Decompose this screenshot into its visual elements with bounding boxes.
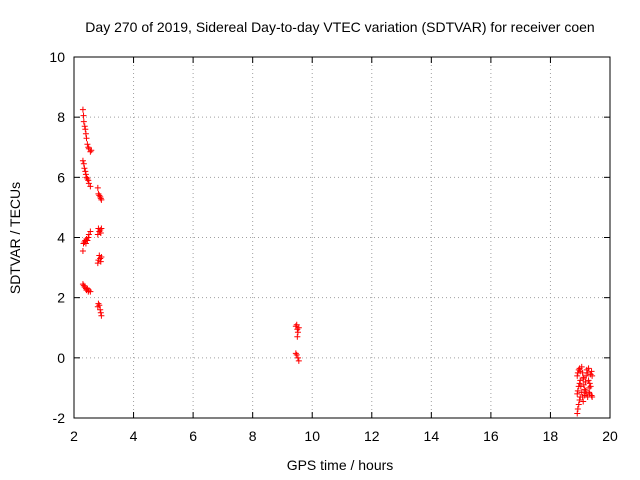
data-point: [80, 160, 87, 167]
y-tick-label: 10: [49, 49, 65, 65]
data-point: [83, 135, 90, 142]
data-point: [574, 387, 581, 394]
chart-title: Day 270 of 2019, Sidereal Day-to-day VTE…: [85, 19, 594, 35]
data-point: [585, 365, 592, 372]
data-point: [79, 157, 86, 164]
data-point: [589, 393, 596, 400]
data-point: [587, 383, 594, 390]
data-point: [574, 405, 581, 412]
data-point: [579, 369, 586, 376]
data-point: [589, 372, 596, 379]
data-point: [294, 329, 301, 336]
x-tick-label: 10: [304, 428, 320, 444]
x-tick-label: 6: [189, 428, 197, 444]
data-point: [81, 123, 88, 130]
data-point: [577, 383, 584, 390]
data-point: [586, 390, 593, 397]
data-point: [94, 184, 101, 191]
data-point: [81, 165, 88, 172]
y-tick-label: -2: [53, 410, 66, 426]
y-tick-label: 4: [57, 230, 65, 246]
data-point: [97, 229, 104, 236]
data-point: [295, 357, 302, 364]
data-point: [85, 231, 92, 238]
data-point: [575, 401, 582, 408]
data-point: [580, 374, 587, 381]
data-point: [87, 183, 94, 190]
x-tick-label: 18: [543, 428, 559, 444]
data-point: [576, 380, 583, 387]
data-point: [85, 234, 92, 241]
data-point: [85, 180, 92, 187]
x-tick-label: 14: [424, 428, 440, 444]
data-point: [98, 225, 105, 232]
data-point: [574, 390, 581, 397]
data-point: [588, 368, 595, 375]
data-point: [88, 147, 95, 154]
data-point: [586, 380, 593, 387]
data-point: [97, 309, 104, 316]
data-point: [87, 288, 94, 295]
data-point: [85, 177, 92, 184]
data-point: [84, 141, 91, 148]
x-tick-label: 4: [130, 428, 138, 444]
data-point: [82, 240, 89, 247]
data-point: [578, 363, 585, 370]
data-point: [578, 389, 585, 396]
data-point: [98, 196, 105, 203]
x-tick-label: 20: [602, 428, 618, 444]
y-tick-label: 8: [57, 109, 65, 125]
x-tick-label: 8: [249, 428, 257, 444]
data-point: [79, 248, 86, 255]
data-point: [80, 118, 87, 125]
data-point: [82, 130, 89, 137]
data-point: [80, 112, 87, 119]
data-point: [82, 171, 89, 178]
x-tick-label: 16: [483, 428, 499, 444]
x-tick-label: 12: [364, 428, 380, 444]
data-point: [294, 333, 301, 340]
data-point: [294, 354, 301, 361]
grid: [74, 57, 610, 418]
data-point: [576, 396, 583, 403]
data-point: [98, 312, 105, 319]
data-point: [574, 410, 581, 417]
data-point: [97, 306, 104, 313]
y-tick-label: 6: [57, 169, 65, 185]
data-point: [585, 377, 592, 384]
data-point: [96, 302, 103, 309]
x-tick-label: 2: [70, 428, 78, 444]
data-points: [79, 106, 596, 417]
data-point: [87, 228, 94, 235]
data-point: [82, 126, 89, 133]
y-tick-label: 2: [57, 290, 65, 306]
x-axis-label: GPS time / hours: [287, 457, 394, 473]
data-point: [82, 168, 89, 175]
data-point: [574, 372, 581, 379]
data-point: [295, 324, 302, 331]
y-tick-label: 0: [57, 350, 65, 366]
data-point: [580, 398, 587, 405]
data-point: [79, 106, 86, 113]
data-point: [293, 351, 300, 358]
data-point: [98, 254, 105, 261]
y-axis-label: SDTVAR / TECUs: [7, 182, 23, 294]
data-point: [582, 387, 589, 394]
axis-ticks: 2 4 6 8 10 12 14 16 18 20 -2 0 2 4 6 8 10: [49, 49, 618, 444]
data-point: [97, 258, 104, 265]
data-point: [293, 321, 300, 328]
data-point: [84, 237, 91, 244]
